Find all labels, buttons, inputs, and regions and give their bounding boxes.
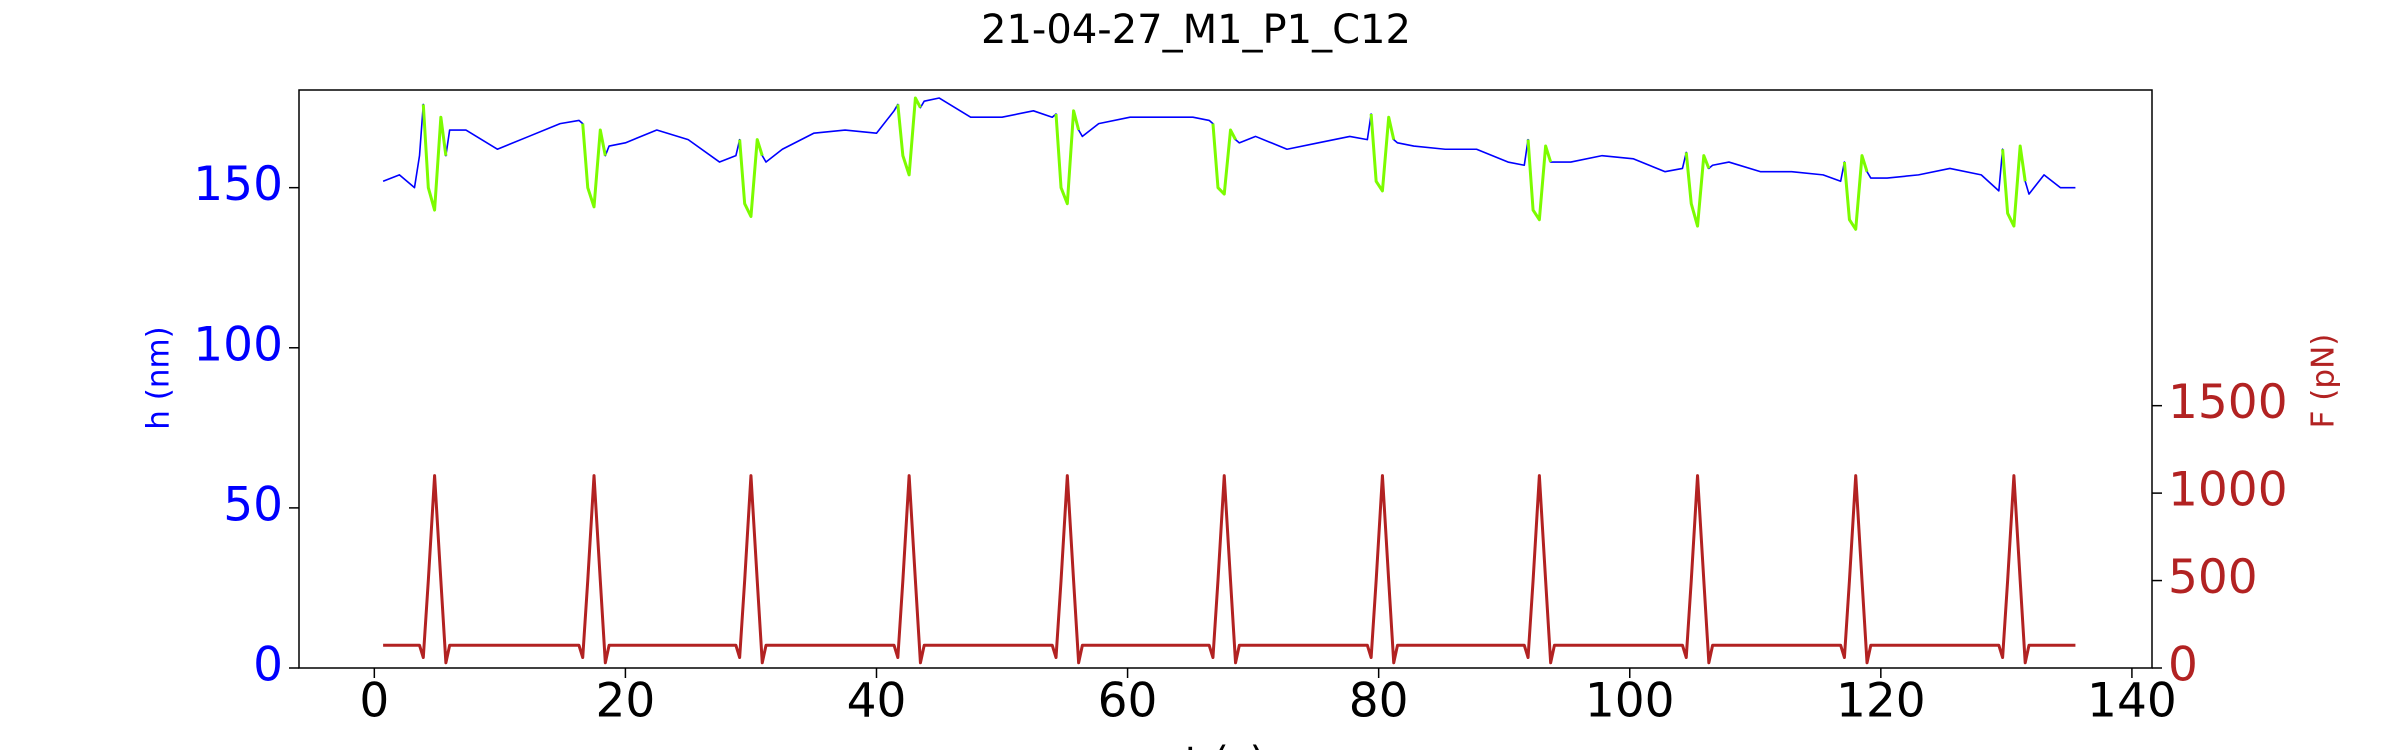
data-line	[383, 474, 2076, 665]
data-line	[421, 96, 2027, 231]
x-axis-label: t (s)	[1185, 739, 1265, 750]
x-tick-label: 100	[1585, 674, 1675, 729]
y-tick-label: 100	[193, 317, 283, 372]
chart-title: 21-04-27_M1_P1_C12	[981, 7, 1411, 53]
y-tick-label: 50	[223, 477, 283, 532]
x-tick-label: 80	[1349, 674, 1409, 729]
y2-axis-label: F (pN)	[2306, 334, 2342, 429]
x-tick-label: 60	[1098, 674, 1158, 729]
y-tick-label: 0	[253, 638, 283, 693]
y-axis-label: h (nm)	[141, 326, 177, 430]
y2-tick-label: 1500	[2168, 375, 2288, 430]
y2-tick-label: 500	[2168, 550, 2258, 605]
x-tick-label: 0	[359, 674, 389, 729]
y2-tick-label: 1000	[2168, 463, 2288, 518]
y-tick-label: 150	[193, 157, 283, 212]
y2-tick-label: 0	[2168, 638, 2198, 693]
x-tick-label: 40	[847, 674, 907, 729]
plot-frame	[298, 89, 2153, 669]
x-tick-label: 140	[2087, 674, 2177, 729]
x-tick-label: 20	[596, 674, 656, 729]
x-tick-label: 120	[1836, 674, 1926, 729]
